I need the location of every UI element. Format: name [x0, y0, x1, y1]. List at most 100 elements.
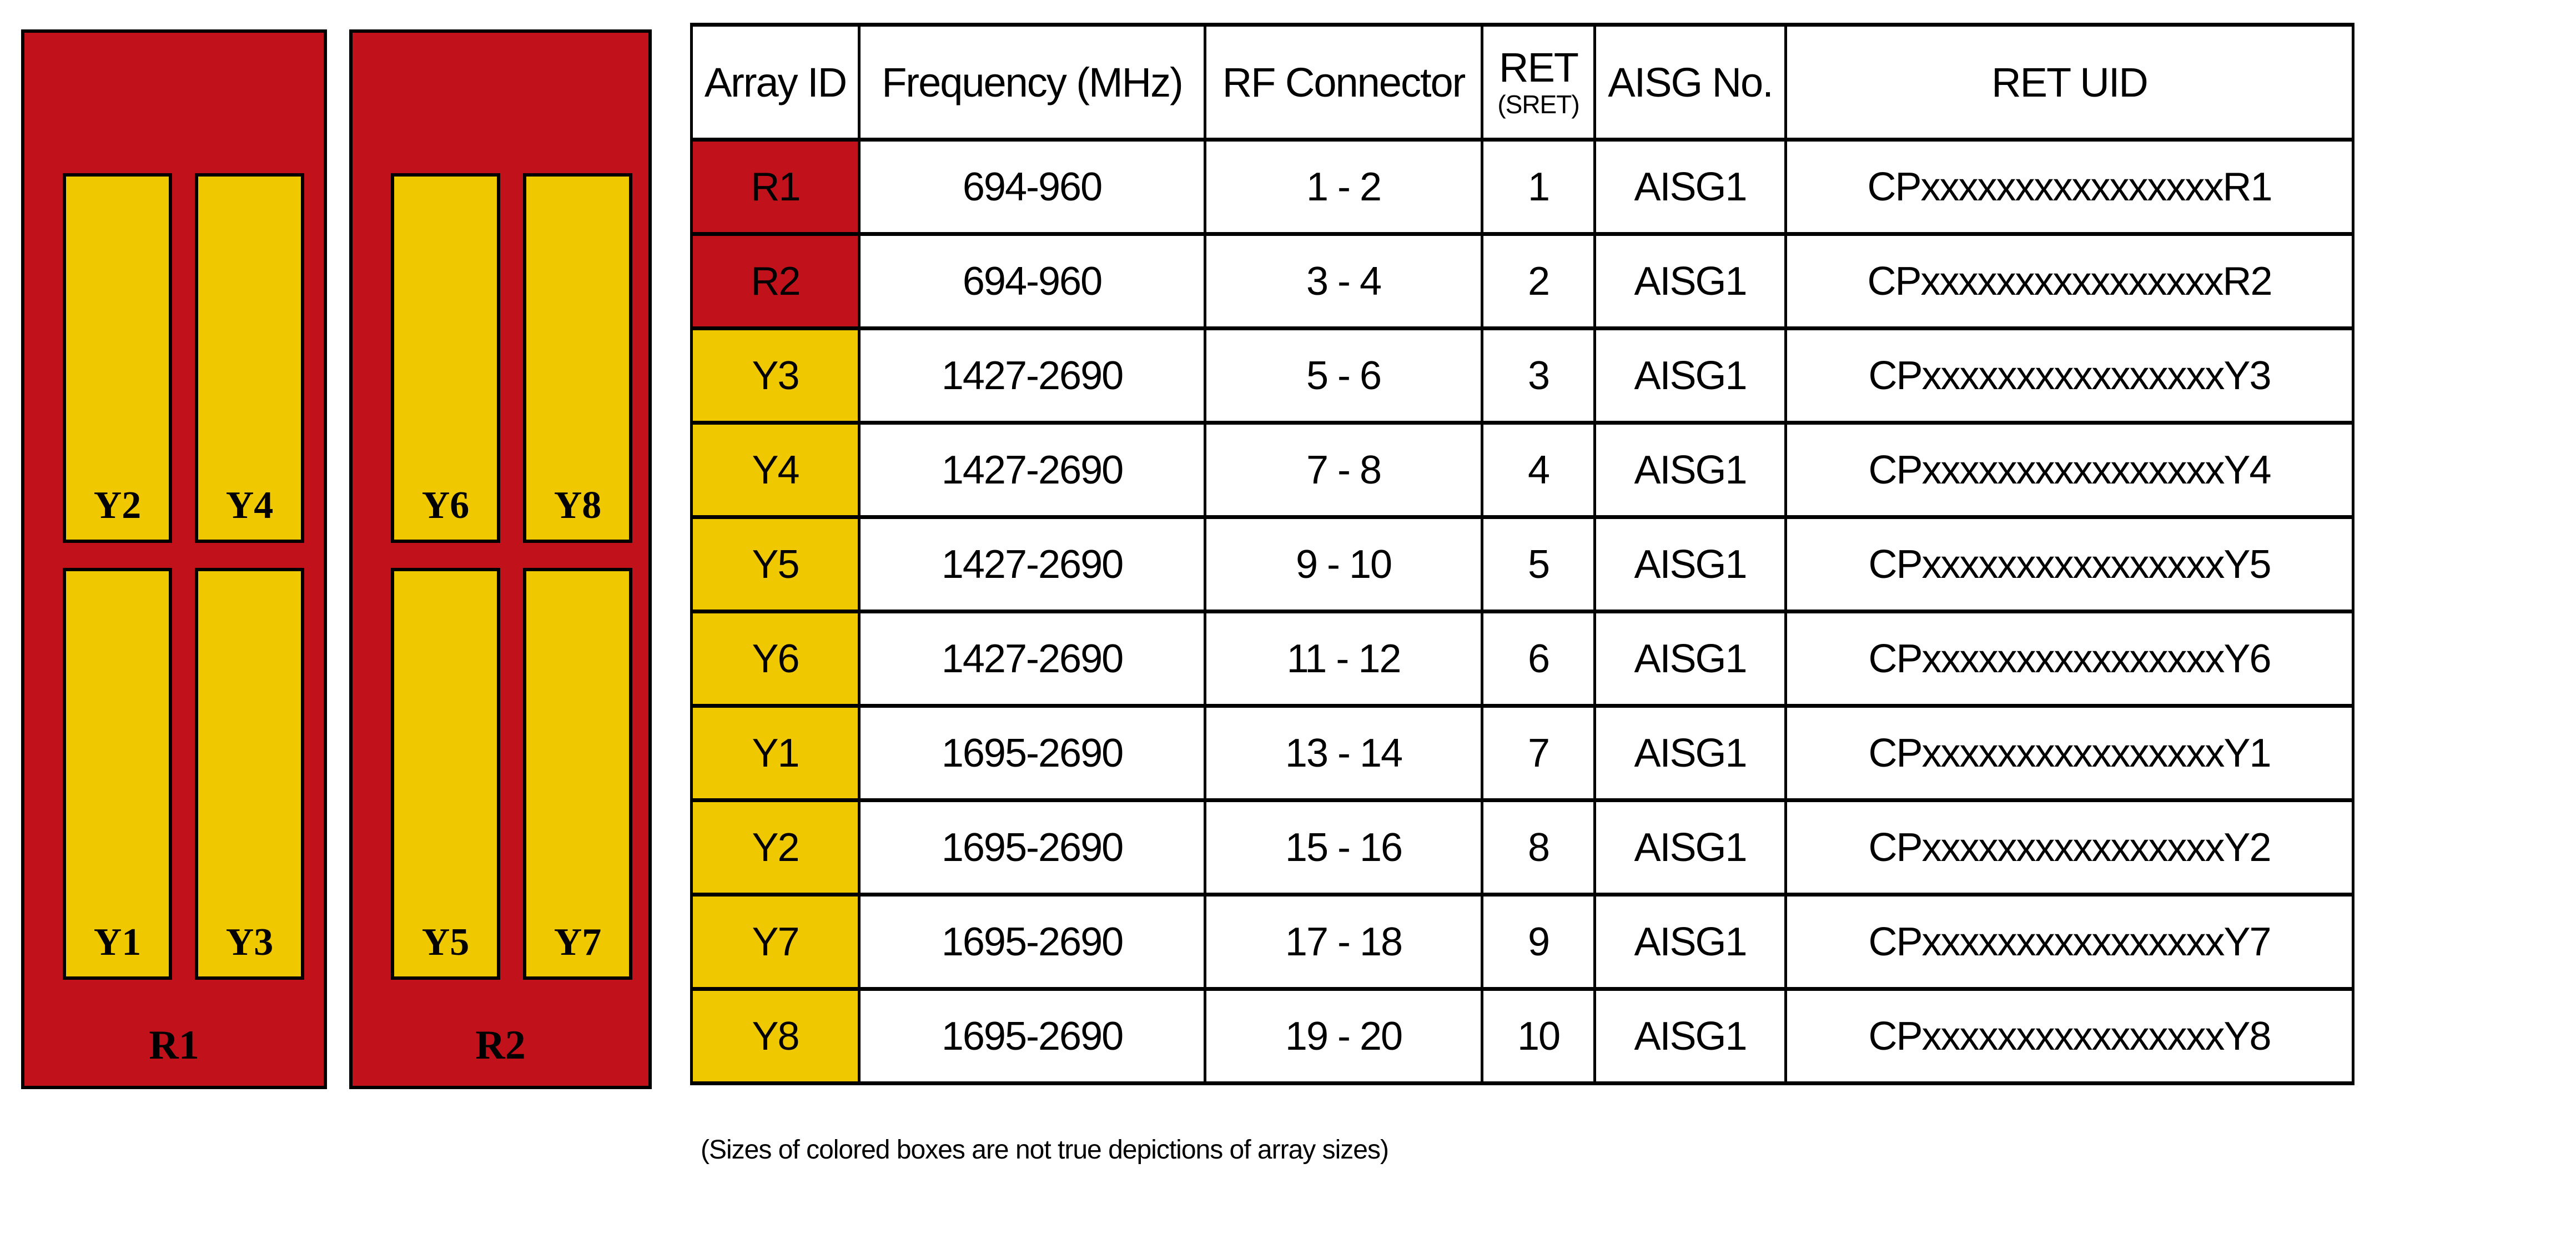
cell-aisg-no: AISG1 [1593, 610, 1787, 708]
header-ret-uid: RET UID [1784, 23, 2354, 142]
cell-frequency: 1695-2690 [858, 893, 1206, 991]
cell-ret: 3 [1481, 326, 1596, 425]
cell-array-id: Y7 [690, 893, 861, 991]
cell-array-id: Y6 [690, 610, 861, 708]
array-label: Y7 [554, 921, 602, 964]
cell-rf-connector: 15 - 16 [1204, 798, 1483, 897]
cell-ret: 8 [1481, 798, 1596, 897]
array-box-y6: Y6 [391, 173, 500, 543]
cell-array-id: Y2 [690, 798, 861, 897]
cell-ret-uid: CPxxxxxxxxxxxxxxxxY5 [1784, 515, 2354, 613]
cell-ret: 9 [1481, 893, 1596, 991]
array-label: Y5 [421, 921, 470, 964]
cell-array-id: R1 [690, 138, 861, 236]
table-row: Y1 1695-2690 13 - 14 7 AISG1 CPxxxxxxxxxxxxxx… [690, 704, 2354, 802]
antenna-panel-r2: Y6 Y8 Y5 Y7 R2 [349, 29, 652, 1089]
cell-ret: 2 [1481, 232, 1596, 330]
array-label: Y3 [225, 921, 274, 964]
table-row: Y8 1695-2690 19 - 20 10 AISG1 CPxxxxxxxxxxxxx… [690, 987, 2354, 1085]
array-box-y2: Y2 [63, 173, 172, 543]
cell-frequency: 1695-2690 [858, 987, 1206, 1085]
panel-label-r1: R1 [149, 1023, 199, 1068]
cell-rf-connector: 17 - 18 [1204, 893, 1483, 991]
cell-aisg-no: AISG1 [1593, 138, 1787, 236]
array-label: Y2 [93, 484, 142, 527]
header-aisg-no: AISG No. [1593, 23, 1787, 142]
cell-frequency: 1695-2690 [858, 798, 1206, 897]
cell-frequency: 1695-2690 [858, 704, 1206, 802]
cell-aisg-no: AISG1 [1593, 893, 1787, 991]
array-label: Y8 [554, 484, 602, 527]
cell-aisg-no: AISG1 [1593, 704, 1787, 802]
table-row: Y7 1695-2690 17 - 18 9 AISG1 CPxxxxxxxxxxxxxx… [690, 893, 2354, 991]
cell-array-id: Y5 [690, 515, 861, 613]
table-row: R1 694-960 1 - 2 1 AISG1 CPxxxxxxxxxxxxxxxxR1 [690, 138, 2354, 236]
cell-rf-connector: 19 - 20 [1204, 987, 1483, 1085]
cell-aisg-no: AISG1 [1593, 987, 1787, 1085]
header-rf-connector: RF Connector [1204, 23, 1483, 142]
cell-ret-uid: CPxxxxxxxxxxxxxxxxR1 [1784, 138, 2354, 236]
array-label: Y4 [225, 484, 274, 527]
cell-ret: 6 [1481, 610, 1596, 708]
cell-rf-connector: 3 - 4 [1204, 232, 1483, 330]
table-row: Y6 1427-2690 11 - 12 6 AISG1 CPxxxxxxxxxxxxxx… [690, 610, 2354, 708]
cell-ret: 10 [1481, 987, 1596, 1085]
panel-label-r2: R2 [475, 1023, 526, 1068]
cell-rf-connector: 5 - 6 [1204, 326, 1483, 425]
table-row: Y4 1427-2690 7 - 8 4 AISG1 CPxxxxxxxxxxxxxxxx… [690, 421, 2354, 519]
port-spec-table: Array ID Frequency (MHz) RF Connector RE… [690, 23, 2354, 1085]
table-row: Y2 1695-2690 15 - 16 8 AISG1 CPxxxxxxxxxxxxxx… [690, 798, 2354, 897]
array-label: Y6 [421, 484, 470, 527]
header-ret: RET (SRET) [1481, 23, 1596, 142]
cell-ret-uid: CPxxxxxxxxxxxxxxxxY4 [1784, 421, 2354, 519]
cell-array-id: Y8 [690, 987, 861, 1085]
cell-array-id: Y1 [690, 704, 861, 802]
cell-frequency: 1427-2690 [858, 610, 1206, 708]
header-ret-sub: (SRET) [1497, 90, 1579, 119]
cell-array-id: Y4 [690, 421, 861, 519]
array-label: Y1 [93, 921, 142, 964]
diagram-caption: (Sizes of colored boxes are not true dep… [701, 1135, 1389, 1165]
cell-rf-connector: 11 - 12 [1204, 610, 1483, 708]
array-box-y7: Y7 [523, 568, 632, 980]
cell-frequency: 1427-2690 [858, 421, 1206, 519]
cell-ret: 1 [1481, 138, 1596, 236]
array-box-y4: Y4 [195, 173, 304, 543]
cell-ret-uid: CPxxxxxxxxxxxxxxxxY6 [1784, 610, 2354, 708]
array-box-y8: Y8 [523, 173, 632, 543]
array-box-y5: Y5 [391, 568, 500, 980]
table-row: Y5 1427-2690 9 - 10 5 AISG1 CPxxxxxxxxxxxxxxx… [690, 515, 2354, 613]
cell-aisg-no: AISG1 [1593, 421, 1787, 519]
cell-ret-uid: CPxxxxxxxxxxxxxxxxY1 [1784, 704, 2354, 802]
cell-rf-connector: 13 - 14 [1204, 704, 1483, 802]
cell-rf-connector: 7 - 8 [1204, 421, 1483, 519]
cell-frequency: 1427-2690 [858, 515, 1206, 613]
cell-aisg-no: AISG1 [1593, 798, 1787, 897]
cell-ret: 5 [1481, 515, 1596, 613]
header-ret-main: RET [1499, 44, 1579, 90]
cell-rf-connector: 1 - 2 [1204, 138, 1483, 236]
cell-aisg-no: AISG1 [1593, 326, 1787, 425]
header-frequency: Frequency (MHz) [858, 23, 1206, 142]
table-row: Y3 1427-2690 5 - 6 3 AISG1 CPxxxxxxxxxxxxxxxx… [690, 326, 2354, 425]
cell-frequency: 694-960 [858, 138, 1206, 236]
cell-ret-uid: CPxxxxxxxxxxxxxxxxY8 [1784, 987, 2354, 1085]
cell-array-id: Y3 [690, 326, 861, 425]
array-box-y1: Y1 [63, 568, 172, 980]
cell-ret-uid: CPxxxxxxxxxxxxxxxxR2 [1784, 232, 2354, 330]
header-array-id: Array ID [690, 23, 861, 142]
table-row: R2 694-960 3 - 4 2 AISG1 CPxxxxxxxxxxxxxxxxR2 [690, 232, 2354, 330]
cell-ret-uid: CPxxxxxxxxxxxxxxxxY2 [1784, 798, 2354, 897]
cell-rf-connector: 9 - 10 [1204, 515, 1483, 613]
cell-ret-uid: CPxxxxxxxxxxxxxxxxY3 [1784, 326, 2354, 425]
cell-ret: 4 [1481, 421, 1596, 519]
table-header-row: Array ID Frequency (MHz) RF Connector RE… [690, 23, 2354, 142]
cell-ret-uid: CPxxxxxxxxxxxxxxxxY7 [1784, 893, 2354, 991]
cell-array-id: R2 [690, 232, 861, 330]
cell-frequency: 694-960 [858, 232, 1206, 330]
cell-ret: 7 [1481, 704, 1596, 802]
cell-aisg-no: AISG1 [1593, 232, 1787, 330]
cell-aisg-no: AISG1 [1593, 515, 1787, 613]
antenna-panel-r1: Y2 Y4 Y1 Y3 R1 [21, 29, 327, 1089]
array-box-y3: Y3 [195, 568, 304, 980]
